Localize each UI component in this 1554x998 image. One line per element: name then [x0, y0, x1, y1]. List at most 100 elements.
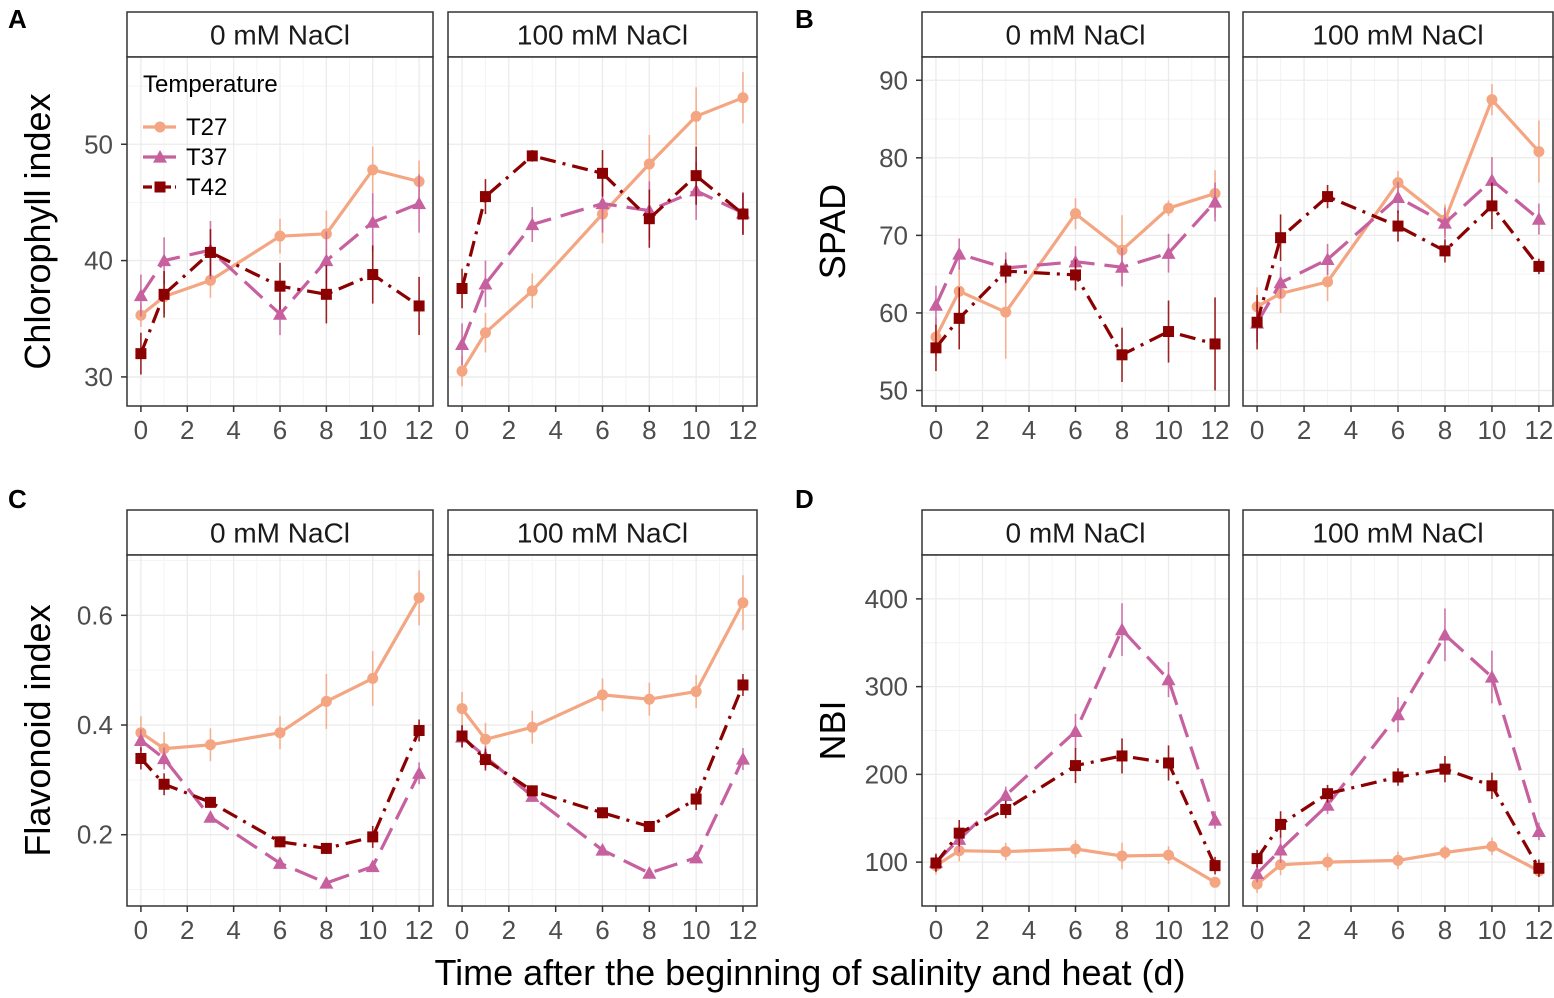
data-point	[1209, 338, 1221, 350]
facet-strip-label: 0 mM NaCl	[1005, 518, 1145, 549]
data-point	[157, 751, 172, 765]
data-point	[204, 246, 216, 258]
data-point	[1533, 146, 1545, 158]
x-tick-label: 0	[929, 415, 943, 445]
data-point	[135, 348, 147, 360]
y-tick-label: 40	[84, 246, 113, 276]
data-point	[643, 693, 655, 705]
data-point	[479, 754, 491, 766]
x-tick-label: 8	[642, 915, 656, 945]
legend-label: T42	[186, 174, 227, 201]
x-tick-label: 4	[1022, 915, 1036, 945]
data-point	[413, 300, 425, 312]
facet-strip	[126, 11, 434, 58]
facet-strip-label: 100 mM NaCl	[517, 518, 688, 549]
data-point	[1439, 245, 1451, 257]
data-point	[320, 695, 332, 707]
data-point	[1163, 326, 1175, 338]
x-tick-label: 4	[1344, 915, 1358, 945]
data-point	[319, 253, 334, 267]
data-point	[1273, 275, 1288, 289]
data-point	[478, 276, 493, 290]
data-point	[689, 850, 704, 864]
data-point	[456, 730, 468, 742]
x-tick-label: 12	[1201, 915, 1230, 945]
data-point	[690, 686, 702, 698]
x-tick-label: 6	[1391, 415, 1405, 445]
data-point	[953, 827, 965, 839]
data-point	[367, 831, 379, 843]
y-tick-label: 70	[879, 220, 908, 250]
data-point	[1320, 798, 1335, 811]
plot-border	[126, 56, 434, 407]
data-point	[1209, 876, 1221, 888]
data-point	[204, 796, 216, 808]
plot-border	[126, 554, 434, 907]
series-t37	[133, 729, 427, 889]
data-point	[1322, 856, 1334, 868]
x-tick-label: 10	[358, 915, 387, 945]
data-point	[1391, 707, 1405, 721]
x-tick-label: 2	[180, 415, 194, 445]
data-point	[1115, 622, 1130, 636]
facet-strip	[126, 509, 434, 556]
facet-0mm: 0 mM NaCl 0 2 4 6 8 10 12	[126, 11, 434, 445]
series-t42	[456, 146, 749, 309]
x-tick-label: 0	[134, 915, 148, 945]
data-point	[597, 167, 608, 179]
legend-key-marker	[153, 150, 167, 163]
legend-title: Temperature	[143, 71, 278, 98]
x-axis-title: Time after the beginning of salinity and…	[434, 952, 1185, 993]
data-point	[1208, 813, 1223, 826]
x-tick-label: 10	[1477, 915, 1506, 945]
data-point	[1116, 750, 1128, 762]
data-point	[157, 253, 172, 267]
x-tick-label: 8	[1438, 915, 1452, 945]
series-t42	[930, 259, 1221, 391]
data-point	[1322, 276, 1334, 288]
x-tick-label: 10	[1154, 415, 1183, 445]
data-point	[1486, 200, 1498, 212]
facet-0mm: 0 mM NaCl 0 2 4 6 8 10 12	[921, 509, 1230, 945]
data-point	[319, 875, 334, 889]
data-point	[1251, 853, 1263, 865]
y-tick-label: 100	[865, 847, 908, 877]
data-point	[690, 110, 702, 122]
x-tick-label: 2	[975, 415, 989, 445]
data-point	[998, 788, 1013, 802]
facet-strip	[447, 11, 758, 58]
data-point	[1275, 818, 1287, 830]
panel-letter: B	[795, 4, 814, 34]
plot-border	[1242, 554, 1554, 907]
data-point	[413, 725, 425, 736]
x-tick-label: 10	[1154, 915, 1183, 945]
x-tick-label: 8	[1438, 415, 1452, 445]
series-t42	[456, 674, 749, 832]
data-point	[1209, 860, 1221, 872]
data-point	[1486, 840, 1498, 852]
data-point	[1533, 260, 1545, 272]
x-tick-label: 4	[1344, 415, 1358, 445]
x-tick-label: 4	[548, 915, 562, 945]
legend-label: T27	[186, 114, 227, 141]
data-point	[1115, 260, 1130, 273]
x-tick-label: 2	[180, 915, 194, 945]
y-axis-title: Chlorophyll index	[17, 93, 58, 369]
data-point	[1531, 212, 1546, 225]
data-point	[1531, 824, 1546, 838]
x-tick-label: 2	[502, 915, 516, 945]
x-tick-label: 12	[405, 915, 434, 945]
data-point	[273, 307, 287, 320]
facet-strip	[1242, 11, 1554, 58]
facet-100mm: 100 mM NaCl 0 2 4 6 8 10 12	[447, 509, 758, 945]
x-tick-label: 0	[1250, 415, 1264, 445]
data-point	[1070, 208, 1081, 220]
data-point	[1320, 252, 1335, 266]
data-point	[1439, 763, 1451, 775]
x-tick-label: 6	[273, 415, 287, 445]
data-point	[274, 280, 286, 292]
data-point	[1161, 246, 1176, 259]
data-point	[204, 274, 216, 286]
